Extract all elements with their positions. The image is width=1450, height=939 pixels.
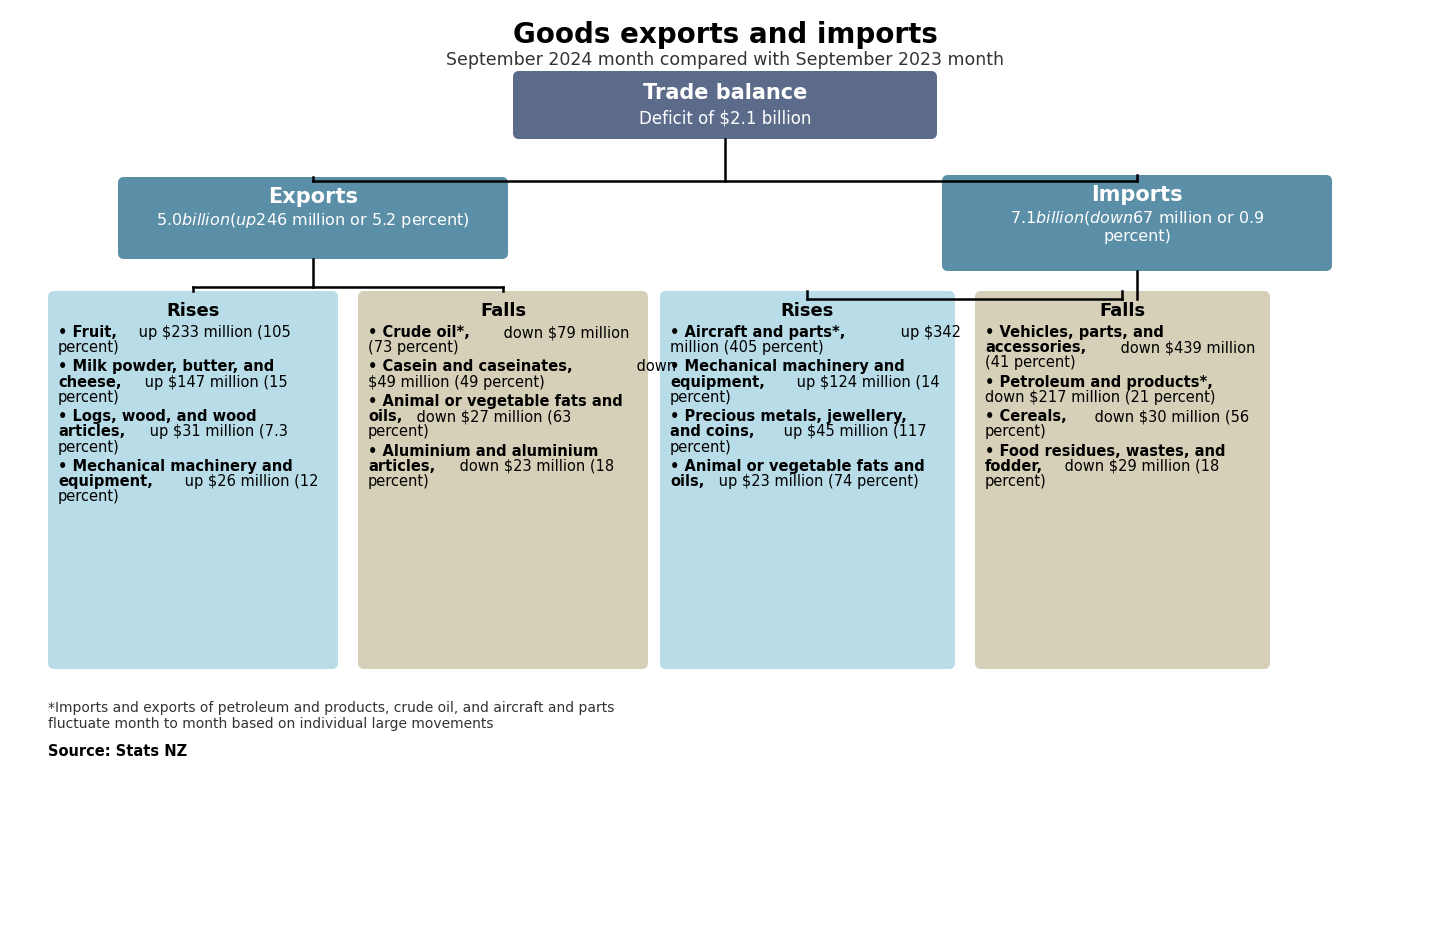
FancyBboxPatch shape (117, 177, 507, 259)
FancyBboxPatch shape (513, 71, 937, 139)
Text: September 2024 month compared with September 2023 month: September 2024 month compared with Septe… (447, 51, 1003, 69)
Text: up $342: up $342 (896, 325, 961, 340)
Text: percent): percent) (368, 474, 429, 489)
Text: up $233 million (105: up $233 million (105 (135, 325, 291, 340)
Text: percent): percent) (58, 489, 120, 504)
FancyBboxPatch shape (48, 291, 338, 669)
Text: Trade balance: Trade balance (642, 83, 808, 103)
Text: percent): percent) (985, 424, 1047, 439)
Text: • Cereals,: • Cereals, (985, 409, 1067, 424)
Text: • Precious metals, jewellery,: • Precious metals, jewellery, (670, 409, 906, 424)
Text: percent): percent) (985, 474, 1047, 489)
Text: million (405 percent): million (405 percent) (670, 340, 824, 355)
Text: • Petroleum and products*,: • Petroleum and products*, (985, 375, 1212, 390)
Text: $49 million (49 percent): $49 million (49 percent) (368, 375, 545, 390)
FancyBboxPatch shape (942, 175, 1333, 271)
Text: Rises: Rises (167, 302, 220, 320)
Text: fodder,: fodder, (985, 459, 1043, 474)
Text: Goods exports and imports: Goods exports and imports (512, 21, 938, 49)
Text: accessories,: accessories, (985, 340, 1086, 355)
FancyBboxPatch shape (974, 291, 1270, 669)
Text: $7.1 billion (down $67 million or 0.9
percent): $7.1 billion (down $67 million or 0.9 pe… (1009, 209, 1264, 244)
Text: Falls: Falls (480, 302, 526, 320)
Text: • Aluminium and aluminium: • Aluminium and aluminium (368, 443, 599, 458)
Text: percent): percent) (670, 390, 732, 405)
Text: down: down (632, 360, 676, 375)
Text: Deficit of $2.1 billion: Deficit of $2.1 billion (639, 109, 811, 127)
Text: • Animal or vegetable fats and: • Animal or vegetable fats and (670, 459, 925, 474)
Text: • Aircraft and parts*,: • Aircraft and parts*, (670, 325, 845, 340)
Text: articles,: articles, (58, 424, 125, 439)
Text: up $31 million (7.3: up $31 million (7.3 (145, 424, 287, 439)
Text: • Animal or vegetable fats and: • Animal or vegetable fats and (368, 393, 622, 408)
FancyBboxPatch shape (660, 291, 956, 669)
Text: percent): percent) (368, 424, 429, 439)
Text: Exports: Exports (268, 187, 358, 207)
Text: • Logs, wood, and wood: • Logs, wood, and wood (58, 409, 257, 424)
Text: oils,: oils, (368, 409, 402, 424)
Text: • Food residues, wastes, and: • Food residues, wastes, and (985, 443, 1225, 458)
Text: • Crude oil*,: • Crude oil*, (368, 325, 470, 340)
Text: down $79 million: down $79 million (499, 325, 629, 340)
Text: • Vehicles, parts, and: • Vehicles, parts, and (985, 325, 1164, 340)
Text: *Imports and exports of petroleum and products, crude oil, and aircraft and part: *Imports and exports of petroleum and pr… (48, 701, 615, 731)
Text: down $27 million (63: down $27 million (63 (412, 409, 571, 424)
Text: • Milk powder, butter, and: • Milk powder, butter, and (58, 360, 274, 375)
Text: down $217 million (21 percent): down $217 million (21 percent) (985, 390, 1215, 405)
Text: percent): percent) (670, 439, 732, 454)
Text: up $23 million (74 percent): up $23 million (74 percent) (715, 474, 919, 489)
Text: up $147 million (15: up $147 million (15 (141, 375, 287, 390)
Text: Source: Stats NZ: Source: Stats NZ (48, 744, 187, 759)
Text: • Fruit,: • Fruit, (58, 325, 117, 340)
Text: • Casein and caseinates,: • Casein and caseinates, (368, 360, 573, 375)
Text: down $30 million (56: down $30 million (56 (1090, 409, 1250, 424)
Text: equipment,: equipment, (58, 474, 152, 489)
Text: articles,: articles, (368, 459, 435, 474)
Text: oils,: oils, (670, 474, 705, 489)
Text: up $45 million (117: up $45 million (117 (779, 424, 927, 439)
Text: • Mechanical machinery and: • Mechanical machinery and (670, 360, 905, 375)
Text: percent): percent) (58, 439, 120, 454)
Text: down $439 million: down $439 million (1115, 340, 1256, 355)
Text: (73 percent): (73 percent) (368, 340, 458, 355)
Text: down $29 million (18: down $29 million (18 (1060, 459, 1219, 474)
Text: Rises: Rises (780, 302, 834, 320)
Text: (41 percent): (41 percent) (985, 356, 1076, 371)
Text: up $26 million (12: up $26 million (12 (180, 474, 319, 489)
Text: percent): percent) (58, 390, 120, 405)
Text: and coins,: and coins, (670, 424, 754, 439)
Text: cheese,: cheese, (58, 375, 122, 390)
Text: • Mechanical machinery and: • Mechanical machinery and (58, 459, 293, 474)
FancyBboxPatch shape (358, 291, 648, 669)
Text: up $124 million (14: up $124 million (14 (792, 375, 940, 390)
Text: down $23 million (18: down $23 million (18 (455, 459, 613, 474)
Text: percent): percent) (58, 340, 120, 355)
Text: equipment,: equipment, (670, 375, 764, 390)
Text: $5.0 billion (up $246 million or 5.2 percent): $5.0 billion (up $246 million or 5.2 per… (157, 211, 470, 230)
Text: Falls: Falls (1099, 302, 1146, 320)
Text: Imports: Imports (1092, 185, 1183, 205)
